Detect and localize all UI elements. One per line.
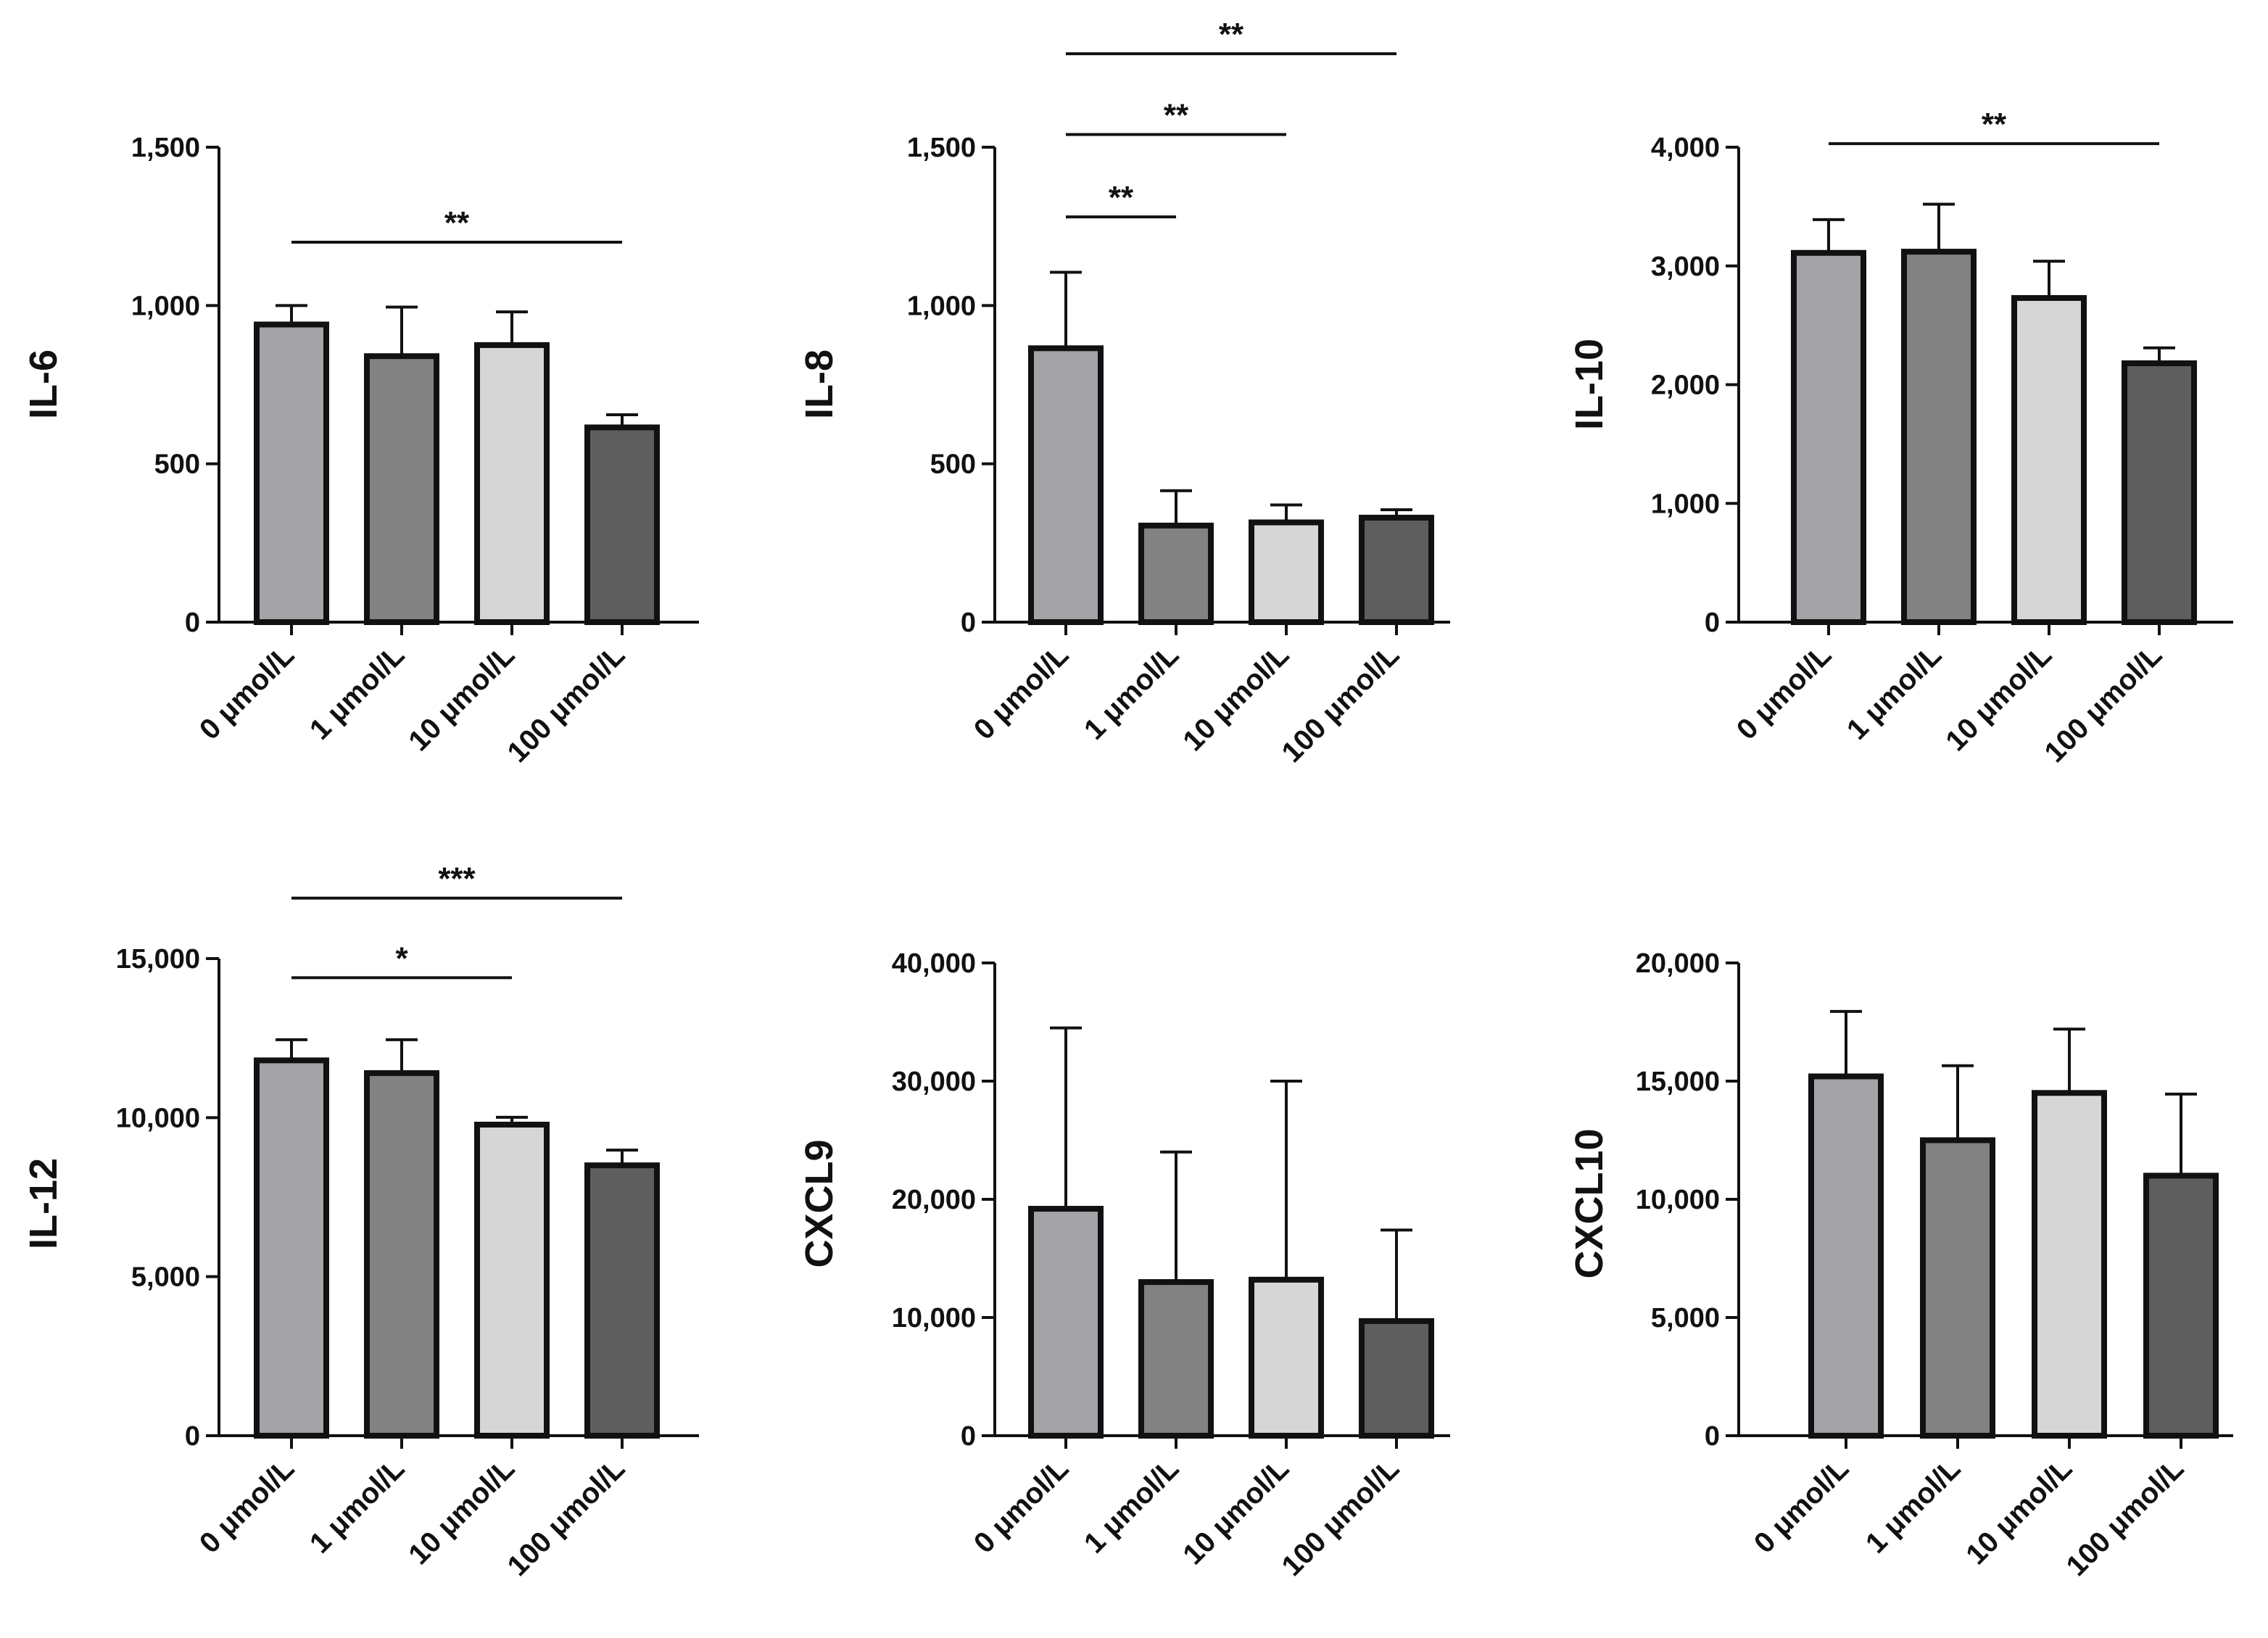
- panel-cxcl10: 0 5,000 10,000 15,000 20,000 0 μmol/L 1 μmol/L…: [1568, 948, 2233, 1582]
- significance-label: **: [1219, 17, 1244, 52]
- y-tick-label: 0: [961, 608, 976, 638]
- y-tick-label: 15,000: [1636, 1067, 1720, 1097]
- bar-0: [1028, 345, 1104, 625]
- y-tick-label: 0: [961, 1421, 976, 1452]
- bar-1: [1138, 522, 1214, 625]
- bar-1: [364, 1070, 439, 1439]
- bar-2: [1249, 519, 1324, 626]
- x-tick-label: 1 μmol/L: [1078, 1452, 1185, 1559]
- x-tick-label: 100 μmol/L: [2038, 639, 2168, 769]
- x-tick-label: 0 μmol/L: [194, 639, 300, 745]
- x-tick-label: 10 μmol/L: [1940, 639, 2058, 757]
- bar-3: [584, 1162, 660, 1439]
- x-tick-label: 100 μmol/L: [501, 639, 631, 769]
- bar-0: [254, 321, 329, 625]
- y-axis-title: CXCL9: [798, 1139, 841, 1267]
- x-tick-label: 10 μmol/L: [402, 639, 521, 757]
- y-tick-label: 0: [185, 608, 200, 638]
- y-tick-label: 0: [185, 1421, 200, 1452]
- panel-il-10: 0 1,000 2,000 3,000 4,000 0 μmol/L 1 μmol/L10 …: [1568, 107, 2233, 769]
- y-tick-label: 5,000: [1651, 1303, 1720, 1333]
- x-tick-label: 10 μmol/L: [1177, 1452, 1295, 1571]
- x-tick-label: 1 μmol/L: [304, 1452, 410, 1559]
- y-tick-label: 40,000: [892, 948, 976, 979]
- x-tick-label: 0 μmol/L: [194, 1452, 300, 1559]
- y-tick-label: 1,000: [1651, 489, 1720, 519]
- significance-label: **: [1164, 98, 1189, 133]
- x-tick-label: 100 μmol/L: [1275, 1452, 1405, 1582]
- y-tick-label: 5,000: [131, 1262, 200, 1293]
- bar-3: [2143, 1172, 2219, 1439]
- y-tick-label: 1,000: [131, 291, 200, 321]
- x-tick-label: 0 μmol/L: [968, 1452, 1075, 1559]
- x-tick-label: 0 μmol/L: [1731, 639, 1837, 745]
- bar-3: [1359, 514, 1434, 626]
- y-axis-title: IL-12: [22, 1158, 65, 1249]
- x-tick-label: 1 μmol/L: [1841, 639, 1948, 745]
- panel-il-6: 0 500 1,000 1,500 0 μmol/L 1 μmol/L10 μmol/L1…: [22, 133, 699, 769]
- bar-1: [364, 353, 439, 625]
- y-tick-label: 1,500: [907, 133, 976, 163]
- y-tick-label: 20,000: [1636, 948, 1720, 979]
- significance-label: *: [395, 940, 408, 976]
- bar-0: [1791, 249, 1866, 625]
- y-tick-label: 10,000: [892, 1303, 976, 1333]
- panel-il-12: 0 5,000 10,000 15,000 0 μmol/L 1 μmol/L10 μmo…: [22, 861, 699, 1582]
- x-tick-label: 1 μmol/L: [1860, 1452, 1966, 1559]
- bar-0: [1028, 1206, 1104, 1439]
- y-axis-title: IL-6: [22, 349, 65, 419]
- bar-2: [474, 342, 550, 625]
- bar-2: [2032, 1090, 2107, 1439]
- x-tick-label: 10 μmol/L: [1177, 639, 1295, 757]
- x-tick-label: 0 μmol/L: [968, 639, 1075, 745]
- significance-label: **: [1982, 107, 2007, 142]
- x-tick-label: 100 μmol/L: [2060, 1452, 2190, 1582]
- y-tick-label: 20,000: [892, 1185, 976, 1215]
- y-tick-label: 15,000: [116, 944, 200, 975]
- bar-3: [2122, 360, 2197, 625]
- y-tick-label: 1,000: [907, 291, 976, 321]
- panel-cxcl9: 0 10,000 20,000 30,000 40,000 0 μmol/L 1 μmol/…: [798, 948, 1450, 1582]
- significance-label: **: [444, 205, 470, 241]
- bar-1: [1138, 1279, 1214, 1439]
- y-tick-label: 10,000: [1636, 1185, 1720, 1215]
- x-tick-label: 100 μmol/L: [501, 1452, 631, 1582]
- y-tick-label: 500: [154, 450, 200, 480]
- y-axis-title: CXCL10: [1568, 1128, 1611, 1278]
- y-tick-label: 4,000: [1651, 133, 1720, 163]
- significance-label: ***: [438, 861, 476, 897]
- x-tick-label: 1 μmol/L: [304, 639, 410, 745]
- bar-1: [1920, 1137, 1995, 1439]
- y-tick-label: 1,500: [131, 133, 200, 163]
- x-tick-label: 100 μmol/L: [1275, 639, 1405, 769]
- y-tick-label: 0: [1705, 1421, 1720, 1452]
- bar-1: [1901, 249, 1977, 625]
- x-tick-label: 10 μmol/L: [1960, 1452, 2078, 1571]
- bar-3: [584, 424, 660, 625]
- y-tick-label: 3,000: [1651, 252, 1720, 282]
- bar-0: [1808, 1073, 1884, 1439]
- bar-0: [254, 1057, 329, 1439]
- bar-2: [1249, 1276, 1324, 1439]
- x-tick-label: 10 μmol/L: [402, 1452, 521, 1571]
- bar-2: [2011, 294, 2087, 625]
- y-tick-label: 30,000: [892, 1067, 976, 1097]
- y-tick-label: 500: [930, 450, 976, 480]
- panel-il-8: 0 500 1,000 1,500 0 μmol/L 1 μmol/L10 μmol/L1…: [798, 17, 1450, 769]
- bar-3: [1359, 1318, 1434, 1439]
- x-tick-label: 0 μmol/L: [1748, 1452, 1855, 1559]
- bar-2: [474, 1121, 550, 1439]
- y-tick-label: 0: [1705, 608, 1720, 638]
- y-axis-title: IL-8: [798, 349, 841, 419]
- y-axis-title: IL-10: [1568, 339, 1611, 430]
- y-tick-label: 2,000: [1651, 371, 1720, 401]
- x-tick-label: 1 μmol/L: [1078, 639, 1185, 745]
- y-tick-label: 10,000: [116, 1103, 200, 1133]
- significance-label: **: [1109, 180, 1134, 215]
